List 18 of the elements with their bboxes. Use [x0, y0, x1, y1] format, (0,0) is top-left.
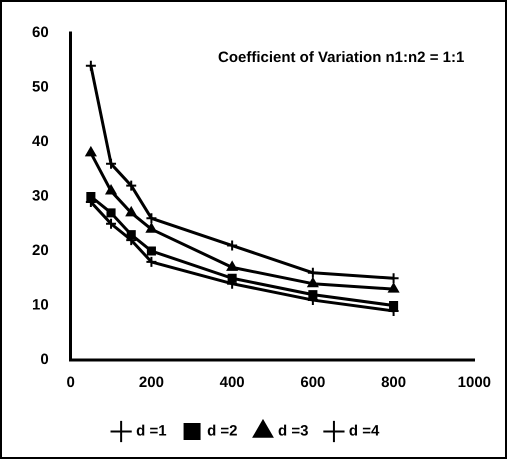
y-tick-label: 50	[32, 78, 49, 96]
x-tick-label: 0	[66, 374, 75, 392]
x-tick-label: 800	[381, 374, 406, 392]
x-tick-label: 600	[300, 374, 326, 392]
y-tick-label: 60	[32, 24, 49, 42]
x-tick-label: 1000	[458, 374, 492, 392]
y-tick-label: 0	[40, 351, 49, 368]
legend-label: d =1	[136, 422, 167, 440]
text: Coefficient of Variation n1:n2 = 1:1	[218, 49, 464, 66]
legend-label: d =3	[278, 422, 308, 440]
x-tick-label: 400	[220, 374, 245, 392]
y-tick-label: 30	[32, 188, 49, 205]
y-tick-label: 20	[32, 242, 49, 260]
y-tick-label: 10	[32, 296, 49, 314]
legend-label: d =4	[348, 422, 380, 440]
y-tick-label: 40	[32, 133, 49, 150]
x-tick-label: 200	[138, 374, 164, 392]
legend-label: d =2	[207, 422, 238, 440]
